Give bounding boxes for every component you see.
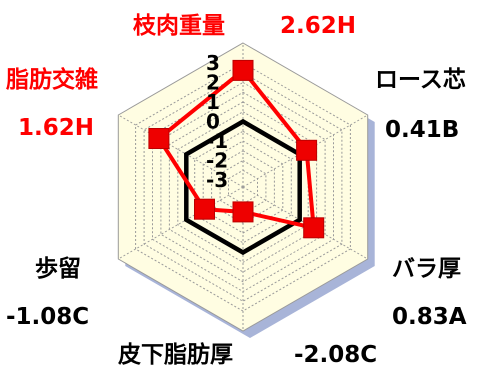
tick-label: 3 — [206, 51, 220, 75]
axis-label-marbling: 脂肪交雑 — [6, 66, 98, 93]
tick-label: 2 — [206, 71, 220, 95]
data-point-subcutaneous-fat — [232, 201, 254, 223]
grid-ring — [177, 111, 309, 263]
axis-label-subcutaneous-fat: 皮下脂肪厚 — [118, 341, 233, 368]
tick-label: -3 — [206, 168, 228, 192]
data-point-carcass-weight — [232, 59, 254, 81]
axis-label-yield: 歩留 — [35, 256, 81, 282]
tick-label: 0 — [206, 110, 220, 134]
axis-score-subcutaneous-fat: -2.08C — [294, 342, 377, 368]
tick-label: 1 — [206, 90, 220, 114]
chart-series — [148, 59, 325, 239]
chart-background — [117, 42, 375, 338]
data-point-rib-eye — [296, 139, 318, 161]
tick-label: -1 — [206, 129, 228, 153]
axis-score-carcass-weight: 2.62H — [280, 13, 356, 39]
axis-label-carcass-weight: 枝肉重量 — [133, 13, 225, 39]
data-point-rib-thickness — [303, 217, 325, 239]
data-point-marbling — [148, 128, 170, 149]
axis-score-marbling: 1.62H — [18, 115, 94, 141]
axis-label-rib-thickness: バラ厚 — [392, 256, 461, 282]
axis-score-rib-thickness: 0.83A — [392, 304, 467, 330]
data-point-yield — [194, 198, 215, 220]
axis-label-rib-eye: ロース芯 — [375, 66, 466, 93]
axis-score-yield: -1.08C — [6, 304, 89, 330]
grid-ring — [219, 159, 267, 215]
tick-label: -2 — [206, 149, 228, 173]
axis-score-rib-eye: 0.41B — [385, 117, 459, 143]
